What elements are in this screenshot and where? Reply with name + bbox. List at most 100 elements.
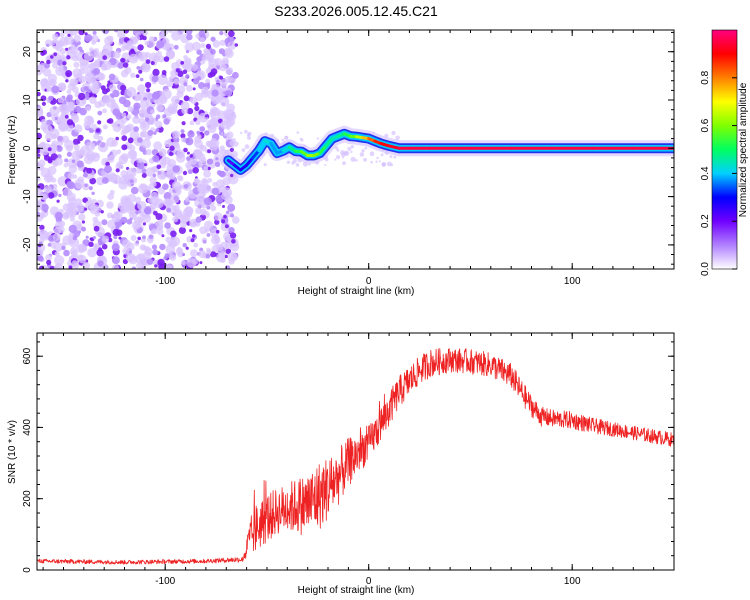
noise-speckle-dot <box>370 160 373 164</box>
noise-speckle-dot <box>198 250 207 259</box>
noise-speckle-dot <box>122 247 130 255</box>
noise-speckle-dot <box>67 181 75 190</box>
noise-speckle-dot <box>178 226 186 234</box>
noise-speckle-dot <box>175 247 184 256</box>
noise-speckle-dot <box>160 173 166 179</box>
noise-speckle-dot <box>102 124 108 130</box>
noise-speckle-dot <box>132 30 143 36</box>
noise-speckle-dot <box>219 30 224 36</box>
noise-speckle-dot <box>104 36 114 46</box>
noise-speckle-dot <box>166 169 172 175</box>
noise-speckle-dot <box>169 151 174 156</box>
noise-speckle-dot <box>63 249 70 257</box>
noise-speckle-dot <box>46 59 51 65</box>
noise-speckle-dot <box>106 212 113 219</box>
noise-speckle-dot <box>166 80 174 88</box>
noise-speckle-dot <box>69 30 79 36</box>
noise-speckle-dot <box>210 251 217 258</box>
noise-speckle-dot <box>96 249 104 257</box>
noise-speckle-dot <box>195 119 201 126</box>
noise-speckle-dot <box>172 130 181 139</box>
noise-speckle-dot <box>79 107 87 116</box>
noise-speckle-dot <box>87 248 97 258</box>
noise-speckle-dot <box>133 102 141 110</box>
noise-speckle-dot <box>199 208 207 216</box>
noise-speckle-dot <box>206 247 211 253</box>
noise-speckle-dot <box>128 144 136 152</box>
noise-speckle-dot <box>161 30 168 36</box>
noise-speckle-dot <box>206 82 210 86</box>
noise-speckle-dot <box>144 207 152 215</box>
noise-speckle-dot <box>116 80 121 85</box>
noise-speckle-dot <box>154 264 158 268</box>
noise-speckle-dot <box>49 105 60 117</box>
noise-speckle-dot <box>215 229 220 234</box>
noise-speckle-dot <box>230 232 237 239</box>
noise-speckle-dot <box>213 212 223 221</box>
noise-speckle-dot <box>190 64 199 72</box>
noise-speckle-dot <box>86 88 92 94</box>
noise-speckle-dot <box>78 75 87 84</box>
noise-speckle-dot <box>147 39 156 48</box>
noise-speckle-dot <box>52 33 59 40</box>
noise-speckle-dot <box>194 105 200 111</box>
noise-speckle-dot <box>163 256 168 260</box>
noise-speckle-dot <box>57 82 67 91</box>
noise-speckle-dot <box>126 114 132 120</box>
noise-speckle-dot <box>48 96 54 101</box>
colorbar-tick-label: 0.2 <box>700 214 711 228</box>
noise-speckle-dot <box>52 62 59 69</box>
noise-speckle-dot <box>108 73 116 81</box>
colorbar-tick-label: 0.4 <box>700 166 711 180</box>
noise-speckle-dot <box>203 166 208 171</box>
noise-speckle-dot <box>187 169 193 175</box>
noise-speckle-dot <box>114 30 119 33</box>
noise-speckle-dot <box>142 222 146 226</box>
noise-speckle-dot <box>219 78 228 87</box>
noise-speckle-dot <box>77 134 84 142</box>
noise-speckle-dot <box>97 141 109 153</box>
noise-speckle-dot <box>54 157 64 166</box>
noise-speckle-dot <box>134 93 142 101</box>
noise-speckle-dot <box>215 64 221 70</box>
noise-speckle-dot <box>38 241 43 246</box>
noise-speckle-dot <box>210 36 216 42</box>
noise-speckle-dot <box>83 86 89 91</box>
noise-speckle-dot <box>141 62 150 71</box>
noise-speckle-dot <box>77 46 83 52</box>
noise-speckle-dot <box>364 146 368 150</box>
noise-speckle-dot <box>391 130 396 136</box>
noise-speckle-dot <box>219 97 230 107</box>
noise-speckle-dot <box>152 249 159 256</box>
noise-speckle-dot <box>173 78 180 85</box>
noise-speckle-dot <box>72 235 78 241</box>
noise-speckle-dot <box>68 164 78 174</box>
noise-speckle-dot <box>92 236 96 240</box>
noise-speckle-dot <box>205 114 209 118</box>
noise-speckle-dot <box>224 195 233 205</box>
noise-speckle-dot <box>200 157 207 164</box>
noise-speckle-dot <box>211 235 221 245</box>
noise-speckle-dot <box>55 221 64 230</box>
noise-speckle-dot <box>39 230 50 241</box>
noise-speckle-dot <box>62 235 73 246</box>
noise-speckle-dot <box>157 74 168 86</box>
noise-speckle-dot <box>199 226 208 235</box>
noise-speckle-dot <box>108 84 117 92</box>
noise-speckle-dot <box>141 138 152 149</box>
noise-speckle-dot <box>204 220 214 230</box>
noise-speckle-dot <box>223 215 227 219</box>
noise-speckle-dot <box>74 43 79 47</box>
noise-speckle-dot <box>393 155 397 159</box>
noise-speckle-dot <box>222 205 225 208</box>
noise-speckle-dot <box>76 244 86 254</box>
noise-speckle-dot <box>153 141 163 151</box>
noise-speckle-dot <box>215 157 219 161</box>
noise-speckle-dot <box>126 87 137 97</box>
noise-speckle-dot <box>97 110 103 116</box>
colorbar-tick-label: 0.0 <box>700 262 711 276</box>
noise-speckle-dot <box>211 84 218 90</box>
noise-speckle-dot <box>230 213 235 218</box>
noise-speckle-dot <box>69 78 77 87</box>
